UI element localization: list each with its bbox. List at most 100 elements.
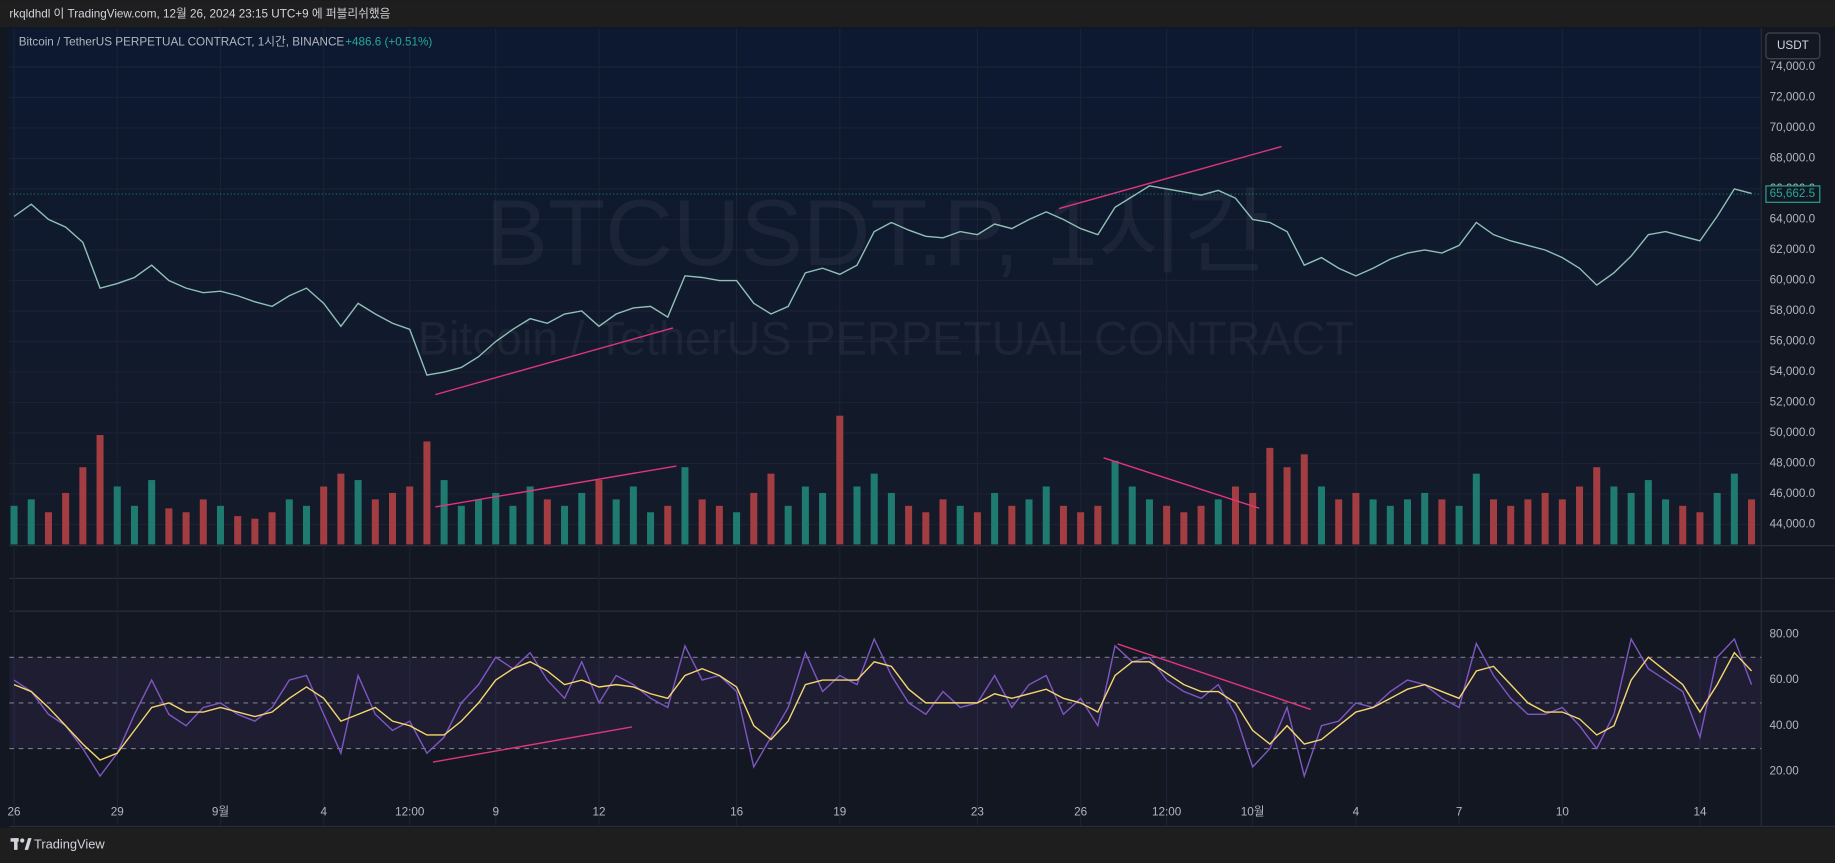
price-change: +486.6 (+0.51%) [345,35,432,48]
volume-bar [1472,473,1480,545]
volume-bar [302,505,311,545]
x-tick-label: 10 [1556,806,1570,819]
volume-bar [44,512,52,545]
y-tick-label: 60,000.0 [1770,274,1816,287]
volume-bar [216,505,224,545]
x-tick-label: 4 [320,806,327,819]
volume-bar [698,499,706,545]
volume-bar [423,441,431,545]
x-tick-label: 26 [1074,806,1087,819]
y-tick-label: 64,000.0 [1770,213,1816,226]
trend-line [435,327,674,396]
x-tick-label: 9월 [212,806,229,819]
volume-bar [1231,486,1239,545]
volume-bar [1403,499,1412,545]
volume-bar [939,499,947,545]
y-tick-label: 50,000.0 [1770,426,1816,439]
volume-bar [1145,499,1153,545]
x-tick-label: 12:00 [395,806,425,819]
volume-bar [922,512,930,545]
volume-bar [1644,480,1652,545]
volume-bar [130,505,138,545]
volume-bar [664,505,672,545]
volume-bar [1593,467,1601,545]
volume-bar [1283,467,1291,545]
volume-bar [1696,512,1704,545]
logo-part [20,838,25,843]
volume-bar [1163,505,1171,545]
x-tick-label: 9 [492,806,499,819]
volume-bar [165,508,173,545]
volume-bar [1386,505,1394,545]
volume-bar [1266,447,1274,545]
tv-logo [10,838,32,850]
y-tick-label: 72,000.0 [1770,90,1816,103]
volume-bar [1748,499,1756,545]
watermark: Bitcoin / TetherUS PERPETUAL CONTRACT [418,312,1354,364]
volume-bar [836,415,844,545]
volume-bar [199,499,207,545]
volume-bar [1713,492,1721,545]
volume-bar [492,492,500,545]
y-tick-label: 60.00 [1769,673,1799,686]
series-line [13,185,1752,376]
x-tick-label: 19 [833,806,846,819]
volume-bar [1335,499,1343,545]
volume-bar [973,512,981,545]
logo-part [24,838,32,850]
volume-bar [79,467,87,545]
volume-bar [1541,492,1549,545]
volume-bar [1369,499,1377,545]
trend-line [1058,145,1282,210]
volume-bar [801,486,809,545]
volume-bar [1025,499,1033,545]
top-bar [0,0,1835,28]
y-tick-label: 68,000.0 [1770,152,1816,165]
volume-bar [1730,473,1738,545]
y-tick-label: 62,000.0 [1770,243,1816,256]
volume-bar [612,499,620,545]
y-tick-label: 46,000.0 [1770,487,1816,500]
volume-bar [182,512,190,545]
volume-bar [1421,492,1429,545]
volume-bar [1077,512,1085,545]
volume-bar [991,492,999,545]
trend-line [435,465,677,508]
volume-bar [905,505,913,545]
volume-bar [406,486,414,545]
volume-bar [1558,499,1566,545]
publish-note: rkqldhdl 이 TradingView.com, 12월 26, 2024… [9,7,390,20]
logo-part [14,838,18,850]
y-tick-label: 56,000.0 [1770,335,1816,348]
y-tick-label: 40.00 [1769,719,1799,732]
volume-bar [1300,454,1308,545]
currency-button[interactable] [1765,32,1821,60]
volume-bar [1438,499,1446,545]
volume-bar [733,512,741,545]
volume-bar [1455,505,1463,545]
volume-bar [647,512,655,545]
drawings [432,145,1311,763]
volume-bar [715,505,723,545]
trend-line [432,726,633,763]
x-tick-label: 10월 [1241,806,1265,819]
volume-bar [96,435,104,545]
volume-bar [1042,486,1050,545]
currency-button-label[interactable]: USDT [1777,39,1809,52]
x-tick-label: 23 [971,806,984,819]
volume-bar [767,473,775,545]
volume-bar [629,486,637,545]
volume-bar [354,480,362,545]
x-tick-label: 14 [1693,806,1707,819]
volume-bar [27,499,35,545]
y-tick-label: 70,000.0 [1770,121,1816,134]
volume-bar [1059,505,1067,545]
x-tick-label: 29 [111,806,124,819]
volume-bar [1507,505,1515,545]
volume-bar [561,505,569,545]
trend-line [1117,643,1311,711]
volume-bar [1610,486,1618,545]
volume-bar [62,492,70,545]
